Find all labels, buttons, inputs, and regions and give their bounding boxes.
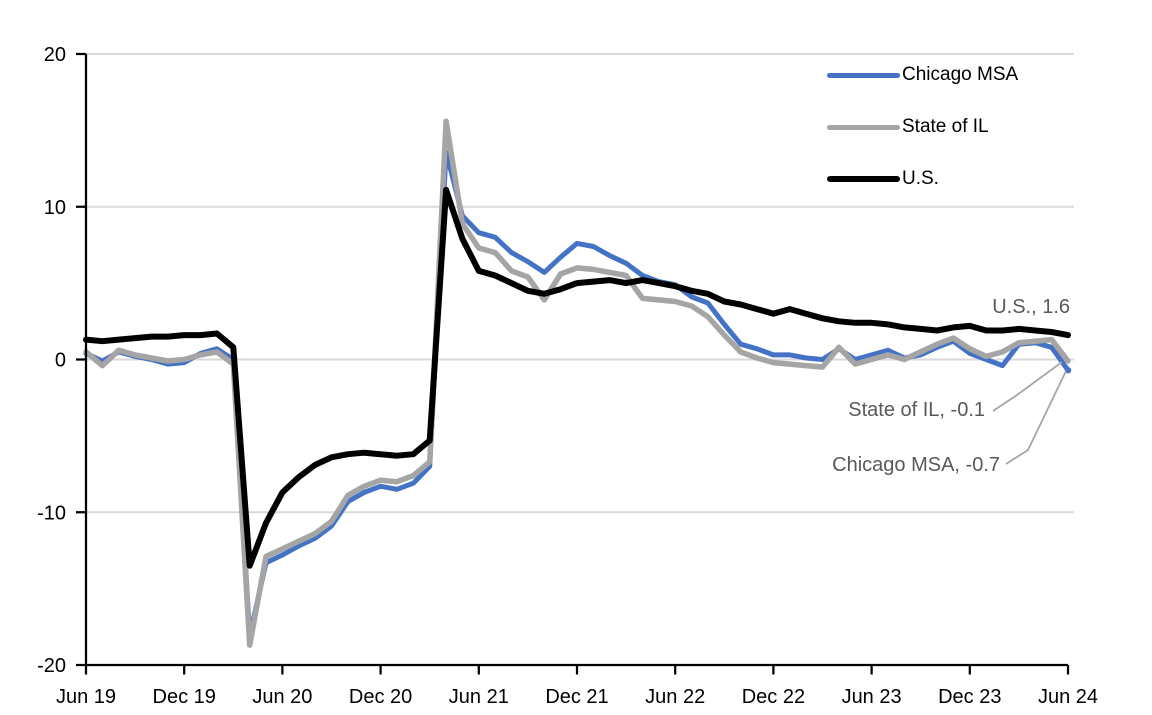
x-tick-label-42: Dec 22 xyxy=(742,686,805,708)
y-tick-label--20: -20 xyxy=(37,655,66,677)
x-tick-label-30: Dec 21 xyxy=(545,686,608,708)
annotation-leader-chi xyxy=(1005,370,1067,465)
x-tick-label-54: Dec 23 xyxy=(938,686,1001,708)
legend-label-us: U.S. xyxy=(902,168,939,189)
x-tick-label-6: Dec 19 xyxy=(153,686,216,708)
y-tick-label-10: 10 xyxy=(44,197,66,219)
x-tick-label-18: Dec 20 xyxy=(349,686,412,708)
annotation-state-of-il-value: State of IL, -0.1 xyxy=(848,399,985,421)
annotation-chicago-msa-value: Chicago MSA, -0.7 xyxy=(832,454,1000,476)
series-line-state-of-il xyxy=(83,118,1071,648)
series-line-u-s- xyxy=(83,186,1071,569)
x-tick-label-48: Jun 23 xyxy=(842,686,902,708)
legend-label-chicago-msa: Chicago MSA xyxy=(902,64,1019,85)
us-swatch xyxy=(827,176,900,182)
x-tick-label-0: Jun 19 xyxy=(56,686,116,708)
chart-legend: Chicago MSA State of IL U.S. xyxy=(827,49,1018,205)
x-tick-label-12: Jun 20 xyxy=(252,686,312,708)
x-tick-label-24: Jun 21 xyxy=(449,686,509,708)
y-tick-label--10: -10 xyxy=(37,502,66,524)
state-of-il-swatch xyxy=(827,124,900,130)
y-tick-label-0: 0 xyxy=(55,350,66,372)
chicago-msa-swatch xyxy=(827,72,900,78)
legend-item-state-of-il: State of IL xyxy=(827,101,1018,153)
y-tick-label-20: 20 xyxy=(44,44,66,66)
legend-item-us: U.S. xyxy=(827,153,1018,205)
annotation-us-value: U.S., 1.6 xyxy=(992,296,1070,318)
x-tick-label-60: Jun 24 xyxy=(1038,686,1098,708)
annotation-leader-il xyxy=(992,361,1063,412)
x-tick-label-36: Jun 22 xyxy=(645,686,705,708)
legend-item-chicago-msa: Chicago MSA xyxy=(827,49,1018,101)
legend-label-state-of-il: State of IL xyxy=(902,116,989,137)
